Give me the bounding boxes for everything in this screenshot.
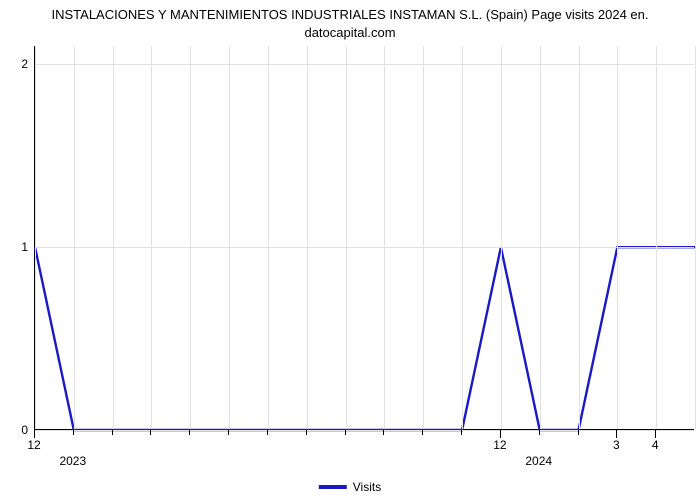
gridline-v [540, 46, 541, 429]
legend: Visits [319, 480, 381, 494]
gridline-v [501, 46, 502, 429]
plot-area [34, 46, 694, 430]
gridline-v [695, 46, 696, 429]
gridline-v [617, 46, 618, 429]
y-tick-label: 2 [14, 57, 28, 71]
chart-title: INSTALACIONES Y MANTENIMIENTOS INDUSTRIA… [0, 0, 700, 41]
x-major-tick [500, 430, 501, 438]
title-line-2: datocapital.com [304, 25, 395, 40]
data-line [35, 46, 695, 430]
title-line-1: INSTALACIONES Y MANTENIMIENTOS INDUSTRIA… [52, 7, 649, 22]
x-year-label: 2023 [59, 454, 86, 468]
gridline-v [229, 46, 230, 429]
x-minor-tick [73, 430, 74, 435]
gridline-v [35, 46, 36, 429]
gridline-v [113, 46, 114, 429]
x-tick-label: 12 [27, 438, 40, 452]
legend-swatch [319, 485, 347, 489]
x-major-tick [616, 430, 617, 438]
x-minor-tick [189, 430, 190, 435]
gridline-v [74, 46, 75, 429]
gridline-v [462, 46, 463, 429]
x-minor-tick [578, 430, 579, 435]
x-tick-label: 3 [613, 438, 620, 452]
gridline-v [346, 46, 347, 429]
x-minor-tick [306, 430, 307, 435]
y-tick-label: 0 [14, 423, 28, 437]
gridline-v [307, 46, 308, 429]
gridline-v [579, 46, 580, 429]
x-minor-tick [461, 430, 462, 435]
x-major-tick [34, 430, 35, 438]
legend-label: Visits [353, 480, 381, 494]
gridline-h [35, 430, 694, 431]
gridline-v [268, 46, 269, 429]
gridline-v [423, 46, 424, 429]
x-minor-tick [150, 430, 151, 435]
x-tick-label: 4 [652, 438, 659, 452]
x-minor-tick [383, 430, 384, 435]
x-minor-tick [539, 430, 540, 435]
x-year-label: 2024 [525, 454, 552, 468]
x-minor-tick [422, 430, 423, 435]
gridline-v [190, 46, 191, 429]
gridline-v [656, 46, 657, 429]
y-tick-label: 1 [14, 240, 28, 254]
gridline-h [35, 247, 694, 248]
gridline-v [151, 46, 152, 429]
gridline-v [384, 46, 385, 429]
x-minor-tick [228, 430, 229, 435]
x-minor-tick [112, 430, 113, 435]
x-minor-tick [345, 430, 346, 435]
gridline-h [35, 64, 694, 65]
x-minor-tick [267, 430, 268, 435]
x-tick-label: 12 [493, 438, 506, 452]
x-major-tick [655, 430, 656, 438]
visits-chart: INSTALACIONES Y MANTENIMIENTOS INDUSTRIA… [0, 0, 700, 500]
